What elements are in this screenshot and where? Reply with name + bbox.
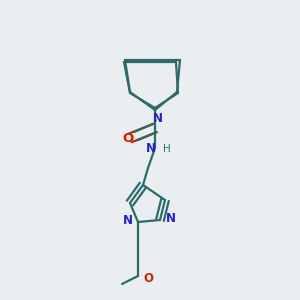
Text: N: N — [153, 112, 163, 124]
Text: N: N — [123, 214, 133, 226]
Text: H: H — [163, 144, 171, 154]
Text: O: O — [143, 272, 153, 284]
Text: N: N — [166, 212, 176, 224]
Text: O: O — [122, 131, 134, 145]
Text: N: N — [146, 142, 156, 155]
